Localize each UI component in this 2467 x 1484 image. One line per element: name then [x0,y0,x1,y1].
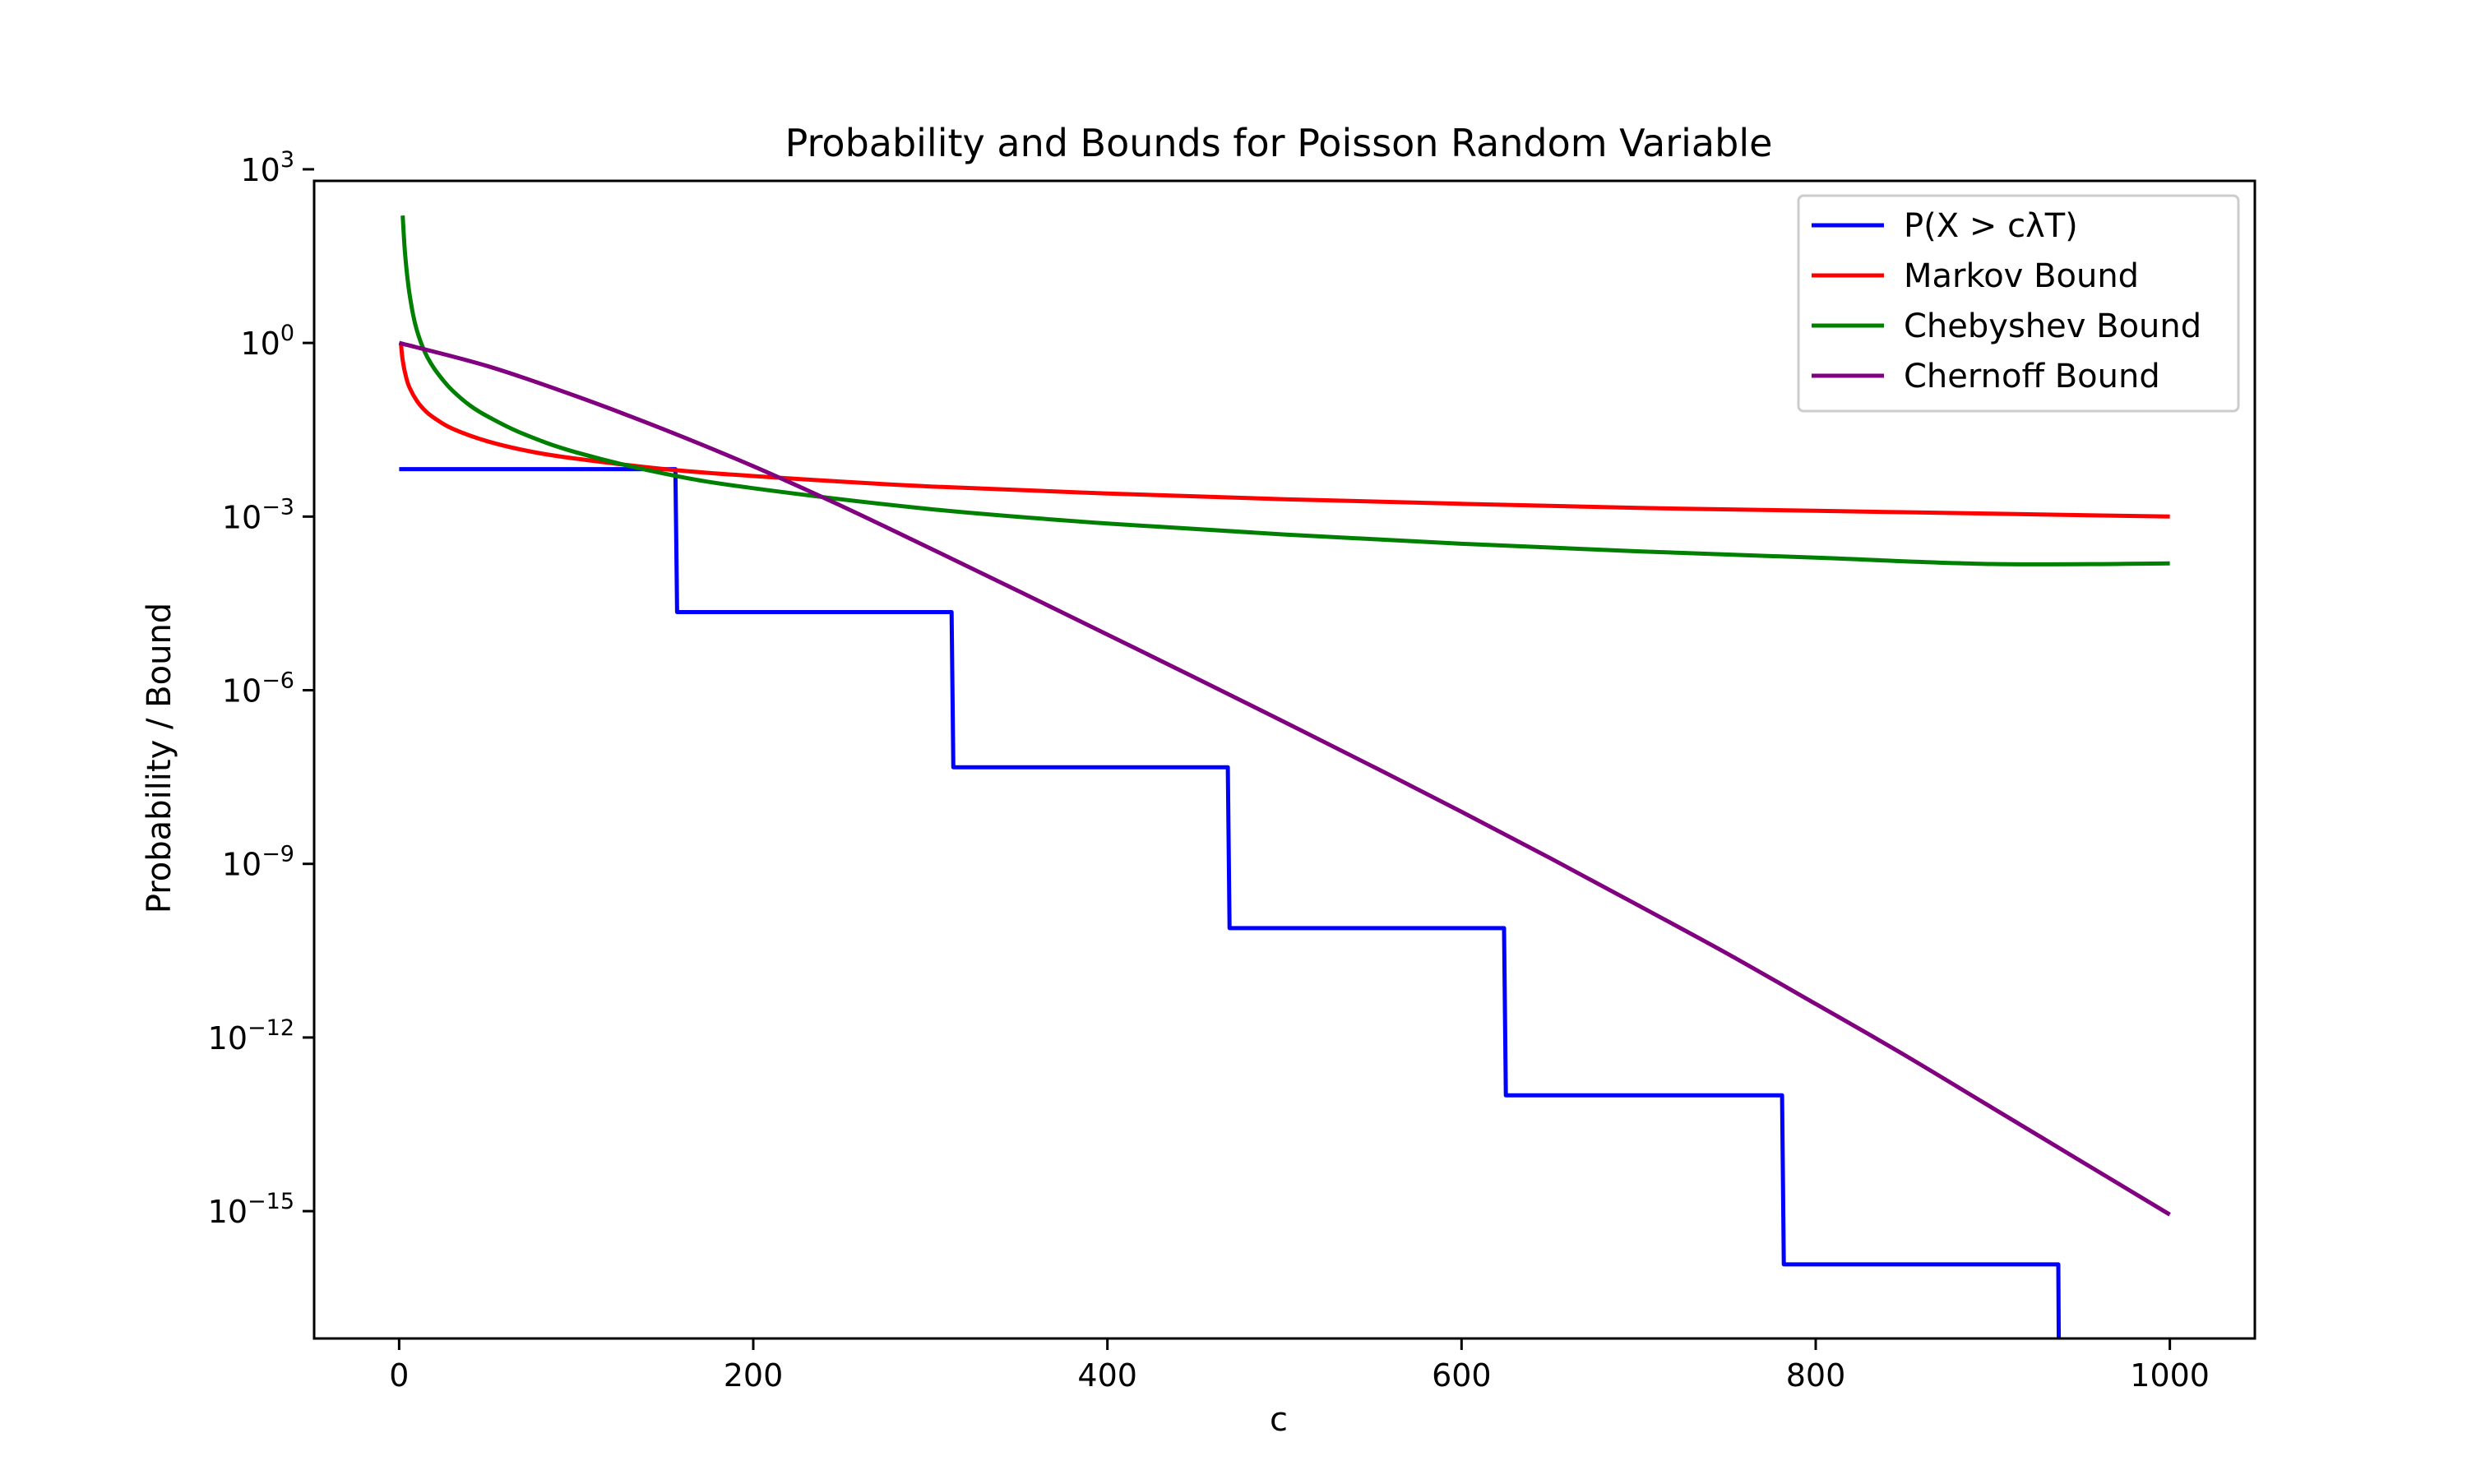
y-tick-label: 10−9 [222,842,294,883]
series-line-2 [399,342,2170,519]
x-tick-label: 0 [389,1357,409,1394]
x-tick-label: 800 [1786,1357,1846,1394]
series-group [398,215,2171,1338]
x-axis-label: c [1270,1401,1288,1439]
x-tick-label: 600 [1432,1357,1492,1394]
y-axis-label: Probability / Bound [141,603,178,913]
series-line-3 [400,215,2170,566]
y-tick-label: 10−12 [208,1015,294,1056]
y-tick-label: 100 [240,321,294,362]
chart-title: Probability and Bounds for Poisson Rando… [785,121,1773,165]
x-tick-label: 400 [1077,1357,1137,1394]
y-tick-label: 10−6 [222,668,294,710]
axes: 0 200 400 600 800 1000 103 100 10−3 10−6 10−9 10−12… [208,147,2256,1394]
y-tick-label: 103 [240,147,294,188]
legend: P(X > cλT) Markov Bound Chebyshev Bound Che… [1797,194,2240,413]
legend-label-3: Chebyshev Bound [1904,307,2201,345]
legend-label-4: Chernoff Bound [1904,358,2160,395]
y-tick-label: 10−15 [208,1189,294,1230]
x-tick-label: 200 [724,1357,784,1394]
axes-frame [312,179,2256,1340]
series-line-4 [398,340,2171,1217]
y-tick-label: 10−3 [222,494,294,535]
legend-box [1797,194,2240,413]
plot-area [398,215,2171,1338]
legend-label-2: Markov Bound [1904,257,2139,295]
x-tick-label: 1000 [2130,1357,2210,1394]
series-line-1 [399,467,2062,1338]
legend-label-1: P(X > cλT) [1904,207,2078,245]
